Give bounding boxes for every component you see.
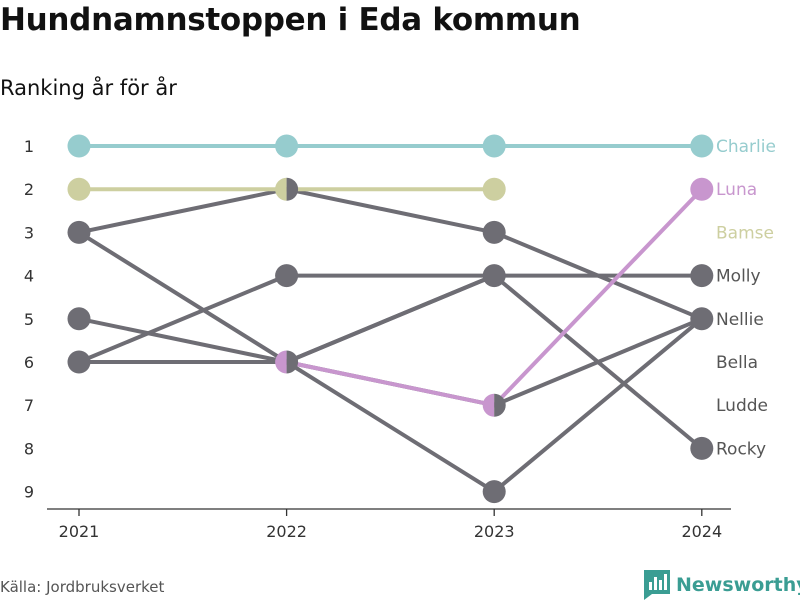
x-tick-label: 2024	[681, 522, 722, 541]
series-line-segment	[77, 230, 289, 364]
y-tick-label: 7	[24, 396, 34, 415]
series-end-label: Bella	[716, 353, 758, 373]
data-point	[482, 264, 506, 288]
y-tick-label: 5	[24, 310, 34, 329]
series-line-segment	[77, 316, 289, 364]
series-line-segment	[492, 316, 704, 408]
series-end-label: Rocky	[716, 439, 766, 459]
chart-subtitle: Ranking år för år	[0, 76, 177, 100]
data-point	[482, 134, 506, 158]
series-end-label: Nellie	[716, 310, 764, 330]
data-point	[494, 393, 506, 417]
x-tick-label: 2023	[474, 522, 515, 541]
data-point	[690, 264, 714, 288]
data-point	[275, 350, 287, 374]
series-line-segment	[77, 187, 289, 235]
series-line-segment	[284, 187, 497, 235]
y-tick-label: 6	[24, 353, 34, 372]
source-note: Källa: Jordbruksverket	[0, 578, 165, 596]
data-point	[275, 177, 287, 201]
series-line-segment	[492, 316, 704, 494]
bar-chart-logo-icon	[644, 570, 670, 600]
series-line-segment	[284, 360, 497, 494]
data-point	[690, 307, 714, 331]
series-line-segment	[492, 187, 704, 408]
data-point	[482, 480, 506, 504]
series-end-label: Charlie	[716, 137, 776, 157]
x-tick-label: 2021	[59, 522, 100, 541]
series-end-label: Bamse	[716, 223, 774, 243]
y-tick-label: 8	[24, 439, 34, 458]
y-tick-label: 9	[24, 483, 34, 502]
chart-title: Hundnamnstoppen i Eda kommun	[0, 2, 581, 38]
y-tick-label: 4	[24, 267, 34, 286]
series-line-segment	[492, 230, 704, 321]
data-point	[275, 264, 299, 288]
series-line-segment	[77, 273, 289, 364]
y-tick-label: 1	[24, 137, 34, 156]
data-point	[482, 177, 506, 201]
data-point	[690, 436, 714, 460]
data-point	[286, 177, 299, 201]
data-point	[286, 350, 299, 374]
brand-logo: Newsworthy	[644, 570, 800, 600]
data-point	[67, 350, 91, 374]
data-point	[67, 220, 91, 244]
data-point	[275, 134, 299, 158]
data-point	[482, 220, 506, 244]
brand-name: Newsworthy	[676, 574, 800, 596]
series-end-label: Luna	[716, 180, 757, 200]
data-point	[67, 177, 91, 201]
series-line-segment	[284, 360, 497, 408]
series-end-label: Molly	[716, 267, 761, 287]
y-tick-label: 2	[24, 180, 34, 199]
x-tick-label: 2022	[266, 522, 307, 541]
data-point	[67, 307, 91, 331]
series-line-segment	[284, 273, 497, 364]
data-point	[690, 177, 714, 201]
data-point	[482, 393, 495, 417]
data-point	[67, 134, 91, 158]
series-end-label: Ludde	[716, 396, 768, 416]
y-tick-label: 3	[24, 223, 34, 242]
data-point	[690, 134, 714, 158]
